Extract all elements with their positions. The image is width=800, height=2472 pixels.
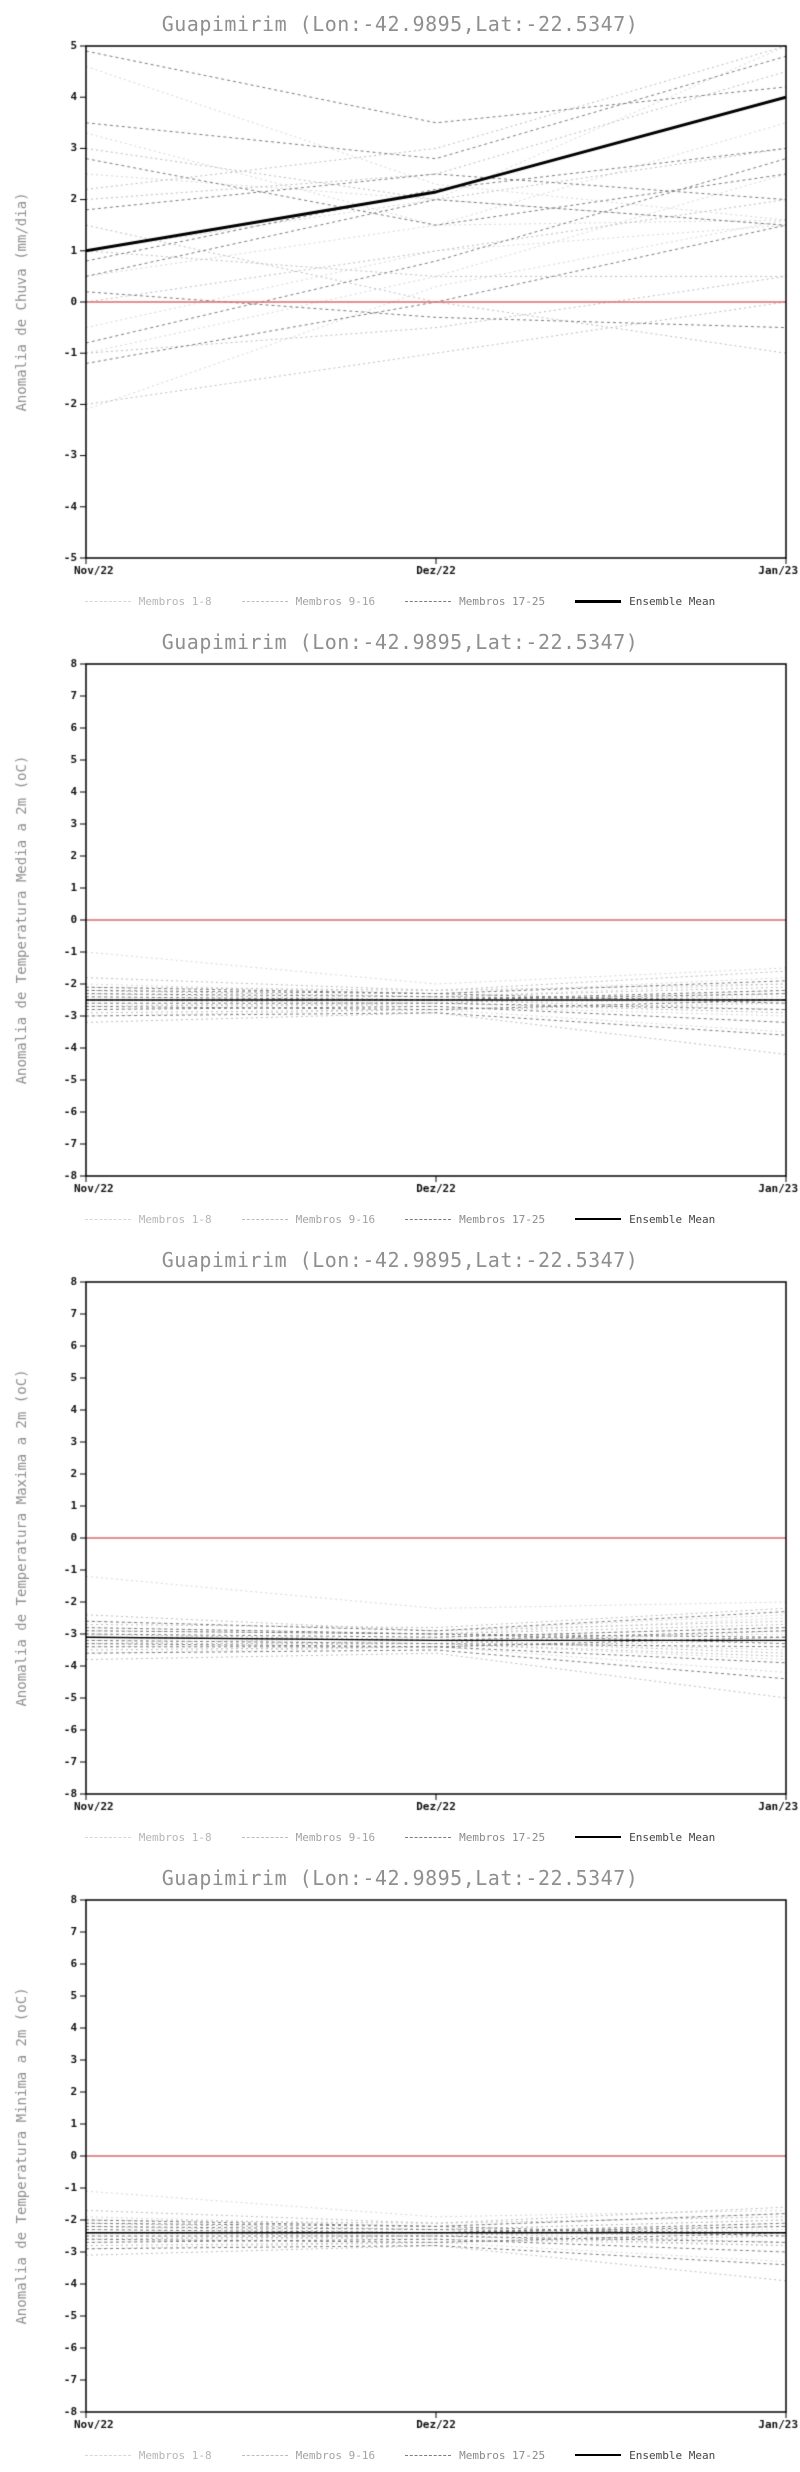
legend-item-membros-9-16: Membros 9-16 [241,594,376,608]
legend-item-membros-9-16: Membros 9-16 [241,2448,376,2462]
membros-17-25-line-sample [405,1836,452,1838]
legend-item-membros-9-16: Membros 9-16 [241,1830,376,1844]
legend-item-membros-17-25: Membros 17-25 [405,2449,545,2462]
ensemble-mean-line-sample [575,1836,622,1838]
legend-item-membros-17-25: Membros 17-25 [405,1213,545,1226]
membros-9-16-line-sample [241,1218,288,1220]
legend-item-membros-17-25: Membros 17-25 [405,1831,545,1844]
membros-1-8-line-sample [84,1218,131,1220]
mean-temp-anomaly-plot [0,656,800,1206]
mean-temp-anomaly-chart: Guapimirim (Lon:-42.9895,Lat:-22.5347) M… [0,618,800,1236]
legend-item-ensemble-mean: Ensemble Mean [575,1831,715,1844]
min-temp-anomaly-chart: Guapimirim (Lon:-42.9895,Lat:-22.5347) M… [0,1854,800,2472]
legend-label: Membros 17-25 [459,1830,546,1844]
legend-label: Membros 9-16 [295,1212,376,1226]
chart-title: Guapimirim (Lon:-42.9895,Lat:-22.5347) [161,12,639,36]
chart-legend: Membros 1-8 Membros 9-16 Membros 17-25 E… [0,588,800,614]
chart-legend: Membros 1-8 Membros 9-16 Membros 17-25 E… [0,1824,800,1850]
ensemble-mean-line-sample [575,599,622,603]
legend-label: Membros 9-16 [295,1830,376,1844]
legend-item-membros-9-16: Membros 9-16 [241,1212,376,1226]
membros-9-16-line-sample [241,2454,288,2456]
membros-1-8-line-sample [84,1836,131,1838]
legend-label: Membros 1-8 [138,594,212,608]
legend-label: Membros 1-8 [138,2448,212,2462]
membros-17-25-line-sample [405,1218,452,1220]
legend-label: Ensemble Mean [629,594,716,608]
legend-label: Ensemble Mean [629,1212,716,1226]
precip-anomaly-chart: Guapimirim (Lon:-42.9895,Lat:-22.5347) M… [0,0,800,618]
legend-item-ensemble-mean: Ensemble Mean [575,1213,715,1226]
membros-9-16-line-sample [241,600,288,602]
legend-label: Ensemble Mean [629,2448,716,2462]
membros-17-25-line-sample [405,2454,452,2456]
precip-anomaly-plot [0,38,800,588]
legend-item-membros-1-8: Membros 1-8 [84,594,212,608]
chart-title: Guapimirim (Lon:-42.9895,Lat:-22.5347) [161,1866,639,1890]
legend-item-membros-1-8: Membros 1-8 [84,1212,212,1226]
min-temp-anomaly-plot [0,1892,800,2442]
membros-1-8-line-sample [84,2454,131,2456]
legend-item-membros-1-8: Membros 1-8 [84,2448,212,2462]
chart-title: Guapimirim (Lon:-42.9895,Lat:-22.5347) [161,1248,639,1272]
membros-9-16-line-sample [241,1836,288,1838]
max-temp-anomaly-plot [0,1274,800,1824]
chart-legend: Membros 1-8 Membros 9-16 Membros 17-25 E… [0,1206,800,1232]
legend-label: Membros 9-16 [295,2448,376,2462]
legend-item-ensemble-mean: Ensemble Mean [575,595,715,608]
legend-label: Membros 1-8 [138,1830,212,1844]
max-temp-anomaly-chart: Guapimirim (Lon:-42.9895,Lat:-22.5347) M… [0,1236,800,1854]
legend-label: Membros 1-8 [138,1212,212,1226]
legend-label: Membros 9-16 [295,594,376,608]
legend-item-membros-1-8: Membros 1-8 [84,1830,212,1844]
legend-label: Membros 17-25 [459,594,546,608]
legend-label: Membros 17-25 [459,2448,546,2462]
legend-label: Membros 17-25 [459,1212,546,1226]
legend-item-membros-17-25: Membros 17-25 [405,595,545,608]
chart-title: Guapimirim (Lon:-42.9895,Lat:-22.5347) [161,630,639,654]
legend-item-ensemble-mean: Ensemble Mean [575,2449,715,2462]
membros-1-8-line-sample [84,600,131,602]
ensemble-mean-line-sample [575,1218,622,1220]
ensemble-mean-line-sample [575,2454,622,2456]
chart-legend: Membros 1-8 Membros 9-16 Membros 17-25 E… [0,2442,800,2468]
legend-label: Ensemble Mean [629,1830,716,1844]
membros-17-25-line-sample [405,600,452,602]
